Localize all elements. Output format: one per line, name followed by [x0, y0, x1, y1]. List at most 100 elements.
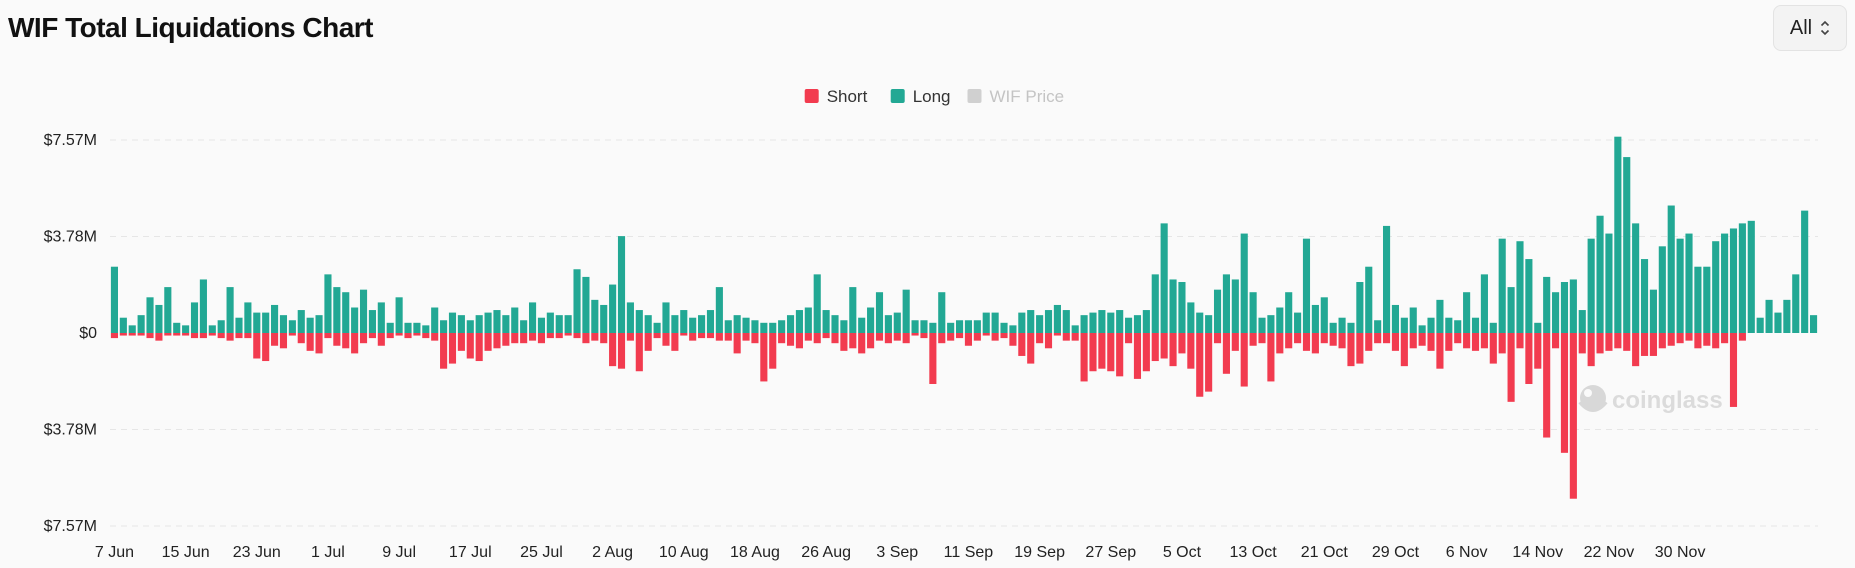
- legend-item-wif-price[interactable]: WIF Price: [967, 87, 1065, 106]
- short-bar: [1249, 333, 1257, 346]
- long-bar: [1721, 233, 1729, 333]
- short-bar: [1089, 333, 1097, 372]
- long-bar: [1685, 233, 1693, 333]
- short-bar: [520, 333, 528, 344]
- long-bar: [1418, 325, 1426, 333]
- long-bar: [511, 307, 519, 333]
- x-tick-label: 7 Jun: [95, 544, 134, 561]
- chart-legend: Short Long WIF Price: [804, 87, 1065, 106]
- long-bar: [271, 304, 279, 333]
- short-bar: [1471, 333, 1480, 351]
- long-bar: [1053, 304, 1061, 333]
- short-bar: [1498, 333, 1506, 354]
- short-bar: [1409, 333, 1417, 349]
- short-bar: [831, 333, 839, 344]
- x-tick-label: 27 Sep: [1085, 544, 1136, 561]
- legend-item-short[interactable]: Short: [804, 87, 868, 106]
- long-bar: [137, 315, 145, 333]
- short-bar: [555, 333, 563, 339]
- long-bar: [1471, 317, 1480, 333]
- short-bar: [1596, 333, 1604, 354]
- short-bar: [1036, 333, 1044, 344]
- short-bar: [422, 333, 430, 339]
- short-bar: [1543, 333, 1551, 438]
- long-bar: [1729, 228, 1738, 333]
- long-bar: [947, 322, 955, 333]
- long-bar: [698, 315, 706, 333]
- short-bar: [1729, 333, 1738, 407]
- long-bar: [1382, 225, 1391, 333]
- short-bar: [1142, 333, 1150, 372]
- long-bar: [902, 289, 910, 333]
- range-select[interactable]: All: [1773, 5, 1847, 51]
- x-tick-label: 23 Jun: [233, 544, 281, 561]
- long-bar: [386, 322, 394, 333]
- legend-swatch: [890, 89, 905, 103]
- long-bar: [1560, 282, 1569, 333]
- long-bar: [955, 320, 964, 333]
- long-series: [110, 136, 1818, 333]
- long-bar: [457, 315, 465, 333]
- long-bar: [1338, 317, 1346, 333]
- legend-item-long[interactable]: Long: [890, 87, 951, 106]
- short-bar: [938, 333, 946, 344]
- short-bar: [778, 333, 786, 344]
- long-bar: [315, 315, 323, 333]
- legend-swatch: [804, 89, 819, 103]
- long-bar: [1596, 215, 1604, 333]
- short-bar: [1605, 333, 1613, 351]
- short-bar: [1480, 333, 1488, 349]
- short-bar: [1640, 333, 1649, 356]
- long-bar: [146, 297, 154, 333]
- long-bar: [155, 304, 163, 333]
- short-bar: [973, 333, 981, 341]
- long-bar: [626, 302, 634, 333]
- long-bar: [1089, 312, 1097, 333]
- x-tick-label: 21 Oct: [1301, 544, 1349, 561]
- short-bar: [324, 333, 332, 339]
- short-bar: [733, 333, 741, 354]
- long-bar: [1071, 325, 1079, 333]
- legend-swatch: [967, 89, 982, 103]
- long-bar: [1489, 322, 1497, 333]
- long-bar: [1747, 220, 1755, 333]
- long-bar: [1658, 246, 1666, 333]
- short-bar: [1667, 333, 1675, 346]
- legend-label: Short: [827, 87, 868, 106]
- short-bar: [546, 333, 554, 339]
- short-bar: [484, 333, 492, 351]
- short-bar: [110, 333, 119, 339]
- short-bar: [1080, 333, 1088, 382]
- long-bar: [359, 289, 368, 333]
- long-bar: [1400, 317, 1408, 333]
- short-bar: [351, 333, 359, 354]
- short-bar: [991, 333, 999, 341]
- long-bar: [235, 317, 243, 333]
- long-bar: [1169, 279, 1177, 333]
- short-bar: [849, 333, 857, 349]
- long-bar: [502, 315, 510, 333]
- short-bar: [1187, 333, 1195, 369]
- short-bar: [626, 333, 634, 341]
- long-bar: [840, 320, 848, 333]
- long-bar: [893, 312, 901, 333]
- short-bar: [1649, 333, 1657, 356]
- long-bar: [297, 310, 305, 333]
- short-bar: [1418, 333, 1426, 346]
- short-bar: [698, 333, 706, 339]
- short-bar: [1365, 333, 1373, 351]
- long-bar: [1445, 317, 1453, 333]
- short-bar: [475, 333, 483, 362]
- long-bar: [1534, 322, 1542, 333]
- x-tick-label: 15 Jun: [162, 544, 210, 561]
- x-tick-label: 1 Jul: [311, 544, 345, 561]
- short-bar: [724, 333, 732, 341]
- short-bar: [173, 333, 181, 336]
- long-bar: [377, 302, 385, 333]
- short-bar: [1694, 333, 1702, 349]
- short-bar: [164, 333, 172, 336]
- short-bar: [742, 333, 750, 341]
- short-bar: [528, 333, 537, 341]
- long-bar: [324, 274, 332, 333]
- long-bar: [920, 320, 928, 333]
